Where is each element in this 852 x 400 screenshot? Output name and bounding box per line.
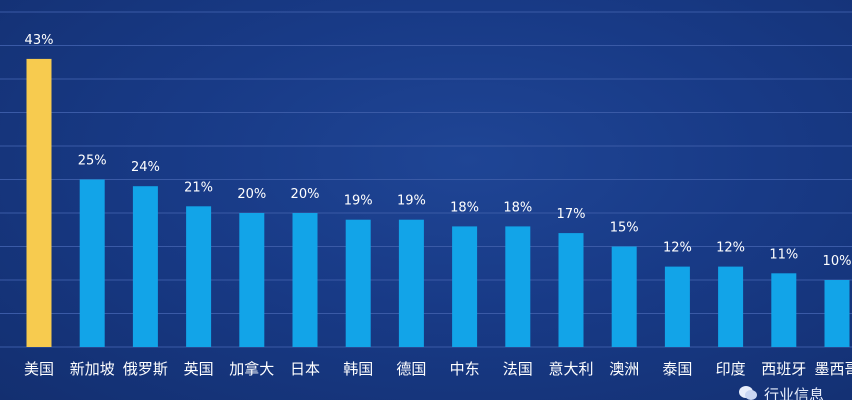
value-label: 20% bbox=[291, 187, 320, 202]
category-label: 日本 bbox=[290, 360, 320, 378]
bar-韩国 bbox=[345, 219, 371, 347]
value-label: 24% bbox=[131, 160, 160, 175]
category-label: 法国 bbox=[503, 360, 533, 378]
bar-中东 bbox=[452, 226, 478, 347]
bar-美国 bbox=[26, 58, 52, 348]
bar-印度 bbox=[718, 266, 744, 347]
category-label: 泰国 bbox=[662, 360, 692, 378]
category-label: 墨西哥 bbox=[814, 360, 852, 378]
value-label: 17% bbox=[557, 207, 586, 222]
value-label: 43% bbox=[25, 33, 54, 48]
wechat-icon bbox=[738, 384, 758, 400]
value-label: 19% bbox=[344, 194, 373, 209]
value-label: 12% bbox=[663, 241, 692, 256]
bar-法国 bbox=[505, 226, 531, 347]
value-label: 10% bbox=[823, 254, 852, 269]
category-label: 澳洲 bbox=[609, 360, 639, 378]
category-label: 俄罗斯 bbox=[123, 360, 168, 378]
value-label: 18% bbox=[503, 200, 532, 215]
bar-英国 bbox=[186, 206, 212, 347]
category-label: 意大利 bbox=[548, 360, 593, 378]
value-label: 18% bbox=[450, 200, 479, 215]
category-label: 印度 bbox=[716, 360, 746, 378]
category-label: 韩国 bbox=[343, 360, 373, 378]
bars bbox=[26, 58, 850, 348]
bar-意大利 bbox=[558, 233, 584, 347]
bar-俄罗斯 bbox=[132, 186, 158, 347]
value-label: 20% bbox=[237, 187, 266, 202]
bar-泰国 bbox=[664, 266, 690, 347]
bar-德国 bbox=[398, 219, 424, 347]
watermark-text: 行业信息 bbox=[764, 386, 825, 400]
category-label: 中东 bbox=[450, 360, 480, 378]
value-label: 19% bbox=[397, 194, 426, 209]
bar-加拿大 bbox=[239, 213, 265, 347]
category-label: 西班牙 bbox=[761, 360, 806, 378]
value-label: 15% bbox=[610, 221, 639, 236]
category-label: 美国 bbox=[24, 360, 54, 378]
value-label: 12% bbox=[716, 241, 745, 256]
bar-新加坡 bbox=[79, 179, 105, 347]
bar-西班牙 bbox=[771, 273, 797, 347]
category-label: 英国 bbox=[184, 360, 214, 378]
category-label: 新加坡 bbox=[70, 360, 115, 378]
bar-澳洲 bbox=[611, 246, 637, 347]
bar-日本 bbox=[292, 213, 318, 347]
bar-墨西哥 bbox=[824, 280, 850, 347]
value-label: 11% bbox=[769, 247, 798, 262]
category-label: 加拿大 bbox=[229, 360, 274, 378]
value-label: 21% bbox=[184, 180, 213, 195]
value-label: 25% bbox=[78, 154, 107, 169]
value-labels: 43% 25% 24% 21% 20% 20% 19% 19% 18% 18% 17% 15% 12% 1… bbox=[25, 33, 852, 269]
category-label: 德国 bbox=[396, 360, 426, 378]
watermark: 行业信息 bbox=[738, 384, 852, 400]
